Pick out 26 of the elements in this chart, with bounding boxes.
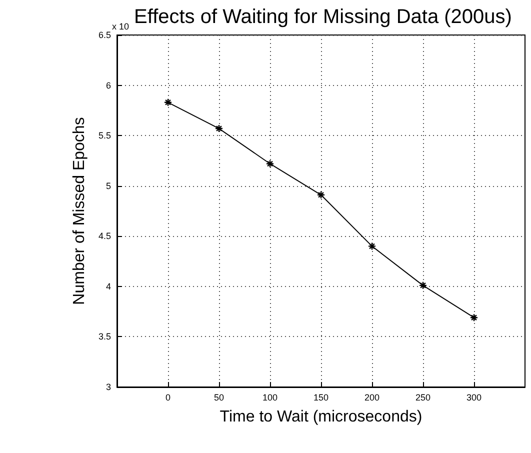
x-tick-label: 50 <box>214 392 224 402</box>
y-tick-label: 5 <box>106 180 111 191</box>
y-tick-label: 4.5 <box>98 231 111 242</box>
point <box>266 160 274 168</box>
text: x 10 <box>112 22 130 32</box>
y-tick-label: 6.5 <box>98 30 111 40</box>
point <box>316 190 326 200</box>
point <box>368 242 376 250</box>
point <box>214 124 224 133</box>
x-tick-label: 250 <box>415 392 431 402</box>
x-tick-label: 0 <box>165 392 171 402</box>
chart-title: Effects of Waiting for Missing Data (200us) <box>134 6 512 28</box>
y-tick-label: 3 <box>106 382 111 392</box>
x-tick-label: 150 <box>313 392 329 402</box>
x-tick-label: 200 <box>364 392 380 402</box>
y-tick-label: 4 <box>106 281 111 292</box>
x-tick-label: 100 <box>262 392 278 402</box>
point <box>164 98 172 106</box>
y-tick-label: 6 <box>106 80 111 90</box>
y-tick-label: 5.5 <box>98 130 111 141</box>
point <box>470 314 478 322</box>
y-tick-label: 3.5 <box>98 332 111 342</box>
x-axis-title: Time to Wait (microseconds) <box>220 408 422 426</box>
x-tick-label: 300 <box>466 392 482 402</box>
y-axis-title: Number of Missed Epochs <box>71 117 88 305</box>
point <box>418 281 428 290</box>
